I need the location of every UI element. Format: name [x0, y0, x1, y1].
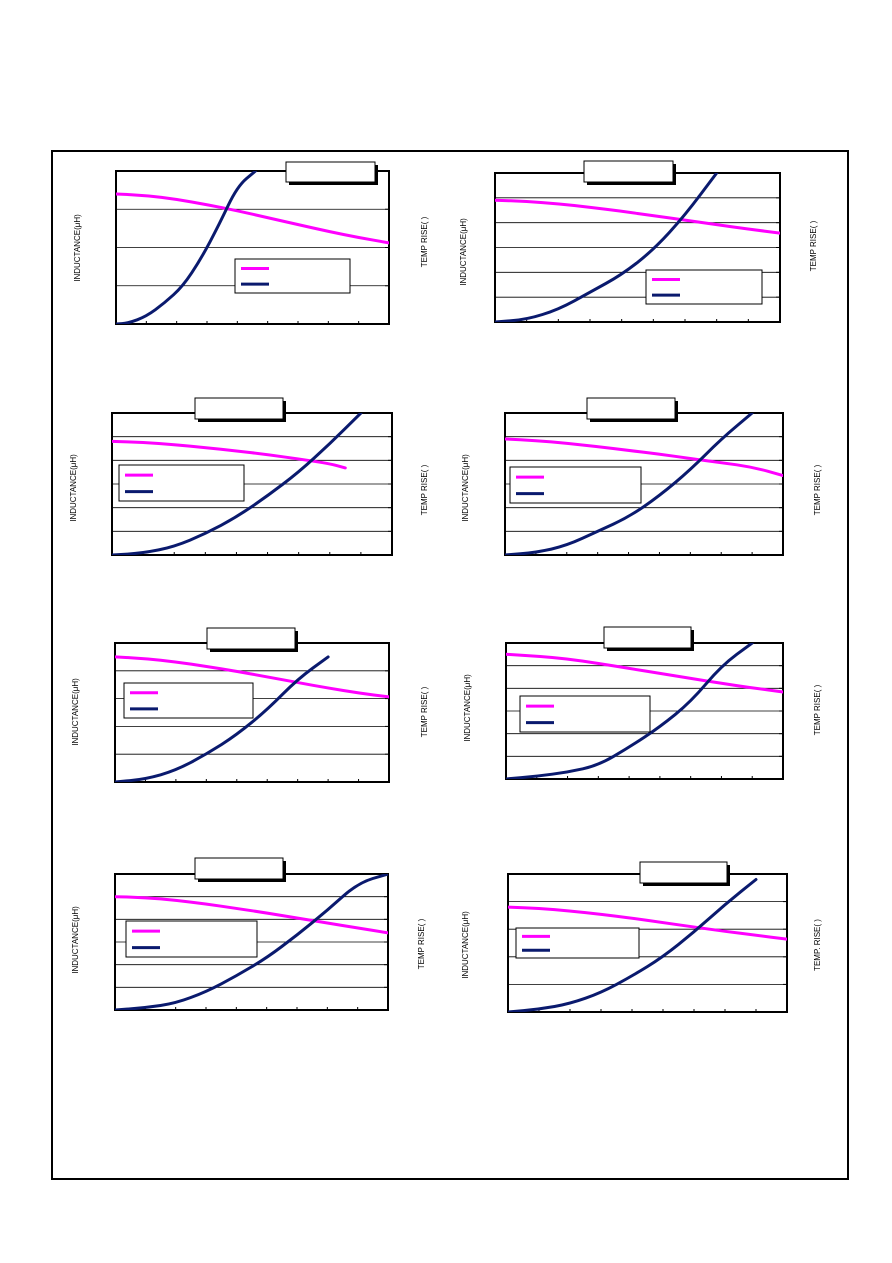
inductance-axis-label: INDUCTANCE(μH)	[461, 454, 470, 522]
legend-box	[118, 464, 245, 502]
chart-panel-8: INDUCTANCE(μH) TEMP. RISE( )	[461, 861, 822, 1013]
inductance-axis-label: INDUCTANCE(μH)	[71, 678, 80, 746]
inductance-axis-label: INDUCTANCE(μH)	[459, 218, 468, 286]
temp-rise-axis-label: TEMP RISE( )	[420, 464, 429, 515]
legend-box	[123, 682, 254, 719]
title-box	[194, 397, 284, 420]
temp-rise-axis-label: TEMP RISE( )	[420, 216, 429, 267]
temp_rise-series-line	[505, 413, 754, 555]
title-box	[603, 626, 692, 649]
inductance-series-line	[116, 192, 389, 245]
temp_rise-series-line	[495, 173, 719, 322]
page-frame	[51, 150, 849, 1180]
chart-panel-2: INDUCTANCE(μH) TEMP RISE( )	[459, 160, 818, 323]
inductance-axis-label: INDUCTANCE(μH)	[69, 454, 78, 522]
chart-panel-1: INDUCTANCE(μH) TEMP RISE( )	[73, 161, 429, 325]
temp-rise-axis-label: TEMP RISE( )	[813, 464, 822, 515]
temp_rise-series-line	[112, 413, 363, 555]
legend-box	[234, 258, 351, 294]
legend-box	[515, 927, 640, 959]
temp-rise-axis-label: TEMP RISE( )	[813, 684, 822, 735]
legend-box	[125, 920, 258, 958]
inductance-axis-label: INDUCTANCE(μH)	[73, 214, 82, 282]
inductance-series-line	[115, 655, 389, 699]
chart-panel-6: INDUCTANCE(μH) TEMP RISE( )	[463, 626, 822, 780]
legend-box	[519, 695, 651, 733]
title-box	[194, 857, 284, 880]
temp-rise-axis-label: TEMP RISE( )	[420, 686, 429, 737]
inductance-series-line	[115, 895, 388, 935]
inductance-series-line	[112, 439, 347, 470]
temp_rise-series-line	[115, 874, 388, 1010]
chart-panel-3: INDUCTANCE(μH) TEMP RISE( )	[69, 397, 429, 556]
chart-panel-4: INDUCTANCE(μH) TEMP RISE( )	[461, 397, 822, 556]
inductance-series-line	[495, 198, 780, 235]
inductance-axis-label: INDUCTANCE(μH)	[463, 674, 472, 742]
legend-box	[509, 466, 642, 504]
legend-box	[645, 269, 763, 305]
temp-rise-axis-label: TEMP RISE( )	[417, 918, 426, 969]
inductance-series-line	[506, 652, 783, 694]
chart-panel-5: INDUCTANCE(μH) TEMP RISE( )	[71, 627, 429, 783]
temp_rise-series-line	[508, 878, 758, 1012]
temp_rise-series-line	[116, 171, 257, 324]
inductance-series-line	[505, 437, 783, 477]
title-box	[285, 161, 376, 183]
temp_rise-series-line	[115, 655, 330, 782]
title-box	[639, 861, 728, 884]
temp-rise-axis-label: TEMP. RISE( )	[813, 919, 822, 971]
inductance-axis-label: INDUCTANCE(μH)	[461, 911, 470, 979]
chart-panel-7: INDUCTANCE(μH) TEMP RISE( )	[71, 857, 426, 1011]
title-box	[583, 160, 674, 183]
inductance-axis-label: INDUCTANCE(μH)	[71, 906, 80, 974]
temp-rise-axis-label: TEMP RISE( )	[809, 220, 818, 271]
title-box	[586, 397, 676, 420]
temp_rise-series-line	[506, 643, 754, 779]
title-box	[206, 627, 296, 650]
charts-layer: INDUCTANCE(μH) TEMP RISE( ) INDUCTANCE(μH)…	[69, 160, 822, 1013]
inductance-series-line	[508, 905, 787, 941]
